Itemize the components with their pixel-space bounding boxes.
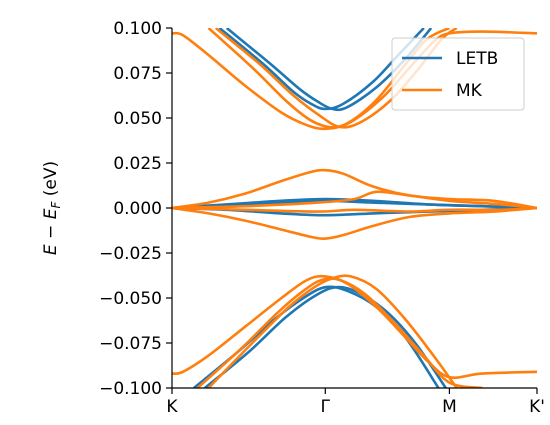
band-line-mk [172, 168, 537, 210]
band-line-mk [172, 190, 537, 210]
legend-label-letb: LETB [456, 49, 498, 69]
band-line-mk [207, 274, 458, 388]
legend-label-mk: MK [456, 81, 483, 101]
series-mk [172, 28, 537, 388]
y-tick-label: 0.100 [113, 19, 162, 39]
band-line-mk [196, 277, 483, 388]
legend: LETB MK [391, 37, 525, 111]
y-tick-label: −0.025 [99, 244, 162, 264]
x-tick-label: K' [529, 397, 545, 417]
x-tick-label: K [166, 397, 178, 417]
y-tick-label: 0.025 [113, 154, 162, 174]
y-tick-label: −0.050 [99, 289, 162, 309]
y-ticks: 0.100 0.075 0.050 0.025 0.000 −0.025 −0.050 −0.… [99, 19, 172, 399]
series-layer [172, 28, 537, 388]
y-tick-label: −0.100 [99, 379, 162, 399]
y-tick-label: 0.000 [113, 199, 162, 219]
y-tick-label: 0.075 [113, 64, 162, 84]
band-line-mk [172, 206, 537, 213]
legend-box [391, 37, 525, 111]
band-line-letb [204, 285, 447, 388]
band-line-letb [218, 28, 425, 111]
x-tick-label: M [442, 397, 457, 417]
x-tick-label: Γ [321, 397, 331, 417]
x-ticks: K Γ M K' [166, 388, 545, 417]
y-tick-label: −0.075 [99, 334, 162, 354]
y-tick-label: 0.050 [113, 109, 162, 129]
y-axis-label: E − EF (eV) [41, 161, 63, 255]
band-line-mk [172, 206, 537, 240]
